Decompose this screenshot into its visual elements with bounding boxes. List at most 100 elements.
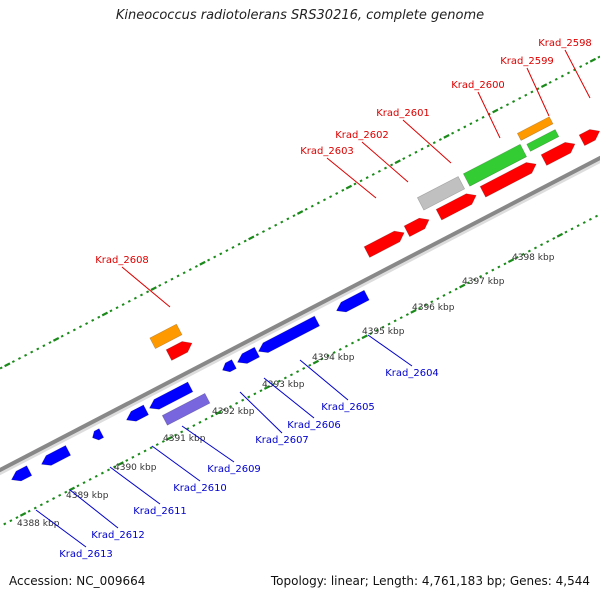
scale-major-tick xyxy=(215,410,222,416)
reverse-gene xyxy=(336,289,370,313)
callout-line xyxy=(299,359,349,401)
scale-minor-tick xyxy=(88,478,92,481)
scale-major-tick xyxy=(312,359,320,365)
scale-minor-tick xyxy=(512,100,516,103)
scale-major-tick xyxy=(4,362,11,368)
gene-label-forward: Krad_2601 xyxy=(376,108,430,119)
scale-minor-tick xyxy=(289,373,293,377)
scale-minor-tick xyxy=(479,275,483,278)
scale-label: 4394 kbp xyxy=(312,353,355,363)
rna-feature-green xyxy=(462,143,528,187)
scale-minor-tick xyxy=(448,290,452,294)
scale-minor-tick xyxy=(33,506,37,510)
scale-minor-tick xyxy=(9,519,13,523)
scale-minor-tick xyxy=(204,417,208,421)
scale-minor-tick xyxy=(302,367,306,370)
scale-minor-tick xyxy=(268,226,272,230)
scale-minor-tick xyxy=(375,328,379,332)
scale-minor-tick xyxy=(60,334,64,338)
scale-major-tick xyxy=(345,184,353,190)
gene-label-reverse: Krad_2609 xyxy=(207,464,261,475)
scale-minor-tick xyxy=(283,376,287,380)
scale-minor-tick xyxy=(235,401,239,405)
scale-major-tick xyxy=(52,337,60,342)
scale-minor-tick xyxy=(344,344,348,348)
backbone-shadow xyxy=(0,158,600,476)
scale-minor-tick xyxy=(113,465,117,469)
scale-minor-tick xyxy=(277,379,281,383)
scale-major-tick xyxy=(101,311,109,317)
scale-minor-tick xyxy=(485,271,489,275)
scale-minor-tick xyxy=(322,198,327,202)
scale-minor-tick xyxy=(329,195,333,199)
scale-minor-tick xyxy=(261,230,266,233)
forward-gene xyxy=(578,129,600,147)
scale-minor-tick xyxy=(228,405,232,408)
scale-minor-tick xyxy=(91,318,95,322)
callout-line xyxy=(361,141,409,183)
callout-line xyxy=(239,391,283,434)
rna-feature-orange xyxy=(149,323,183,350)
scale-minor-tick xyxy=(161,439,165,443)
scale-minor-tick xyxy=(174,433,178,437)
scale-label: 4396 kbp xyxy=(412,303,455,313)
scale-minor-tick xyxy=(52,497,56,500)
scale-minor-tick xyxy=(552,236,556,240)
scale-minor-tick xyxy=(64,490,68,494)
scale-minor-tick xyxy=(158,284,162,287)
callout-line xyxy=(121,266,171,308)
gene-label-reverse: Krad_2611 xyxy=(133,506,187,517)
scale-minor-tick xyxy=(530,90,534,94)
scale-minor-tick xyxy=(106,468,110,472)
reverse-gene xyxy=(258,315,321,353)
scale-minor-tick xyxy=(491,268,495,272)
scale-minor-tick xyxy=(326,354,330,358)
scale-minor-tick xyxy=(213,255,217,259)
misc-feature-purple xyxy=(161,392,211,426)
scale-minor-tick xyxy=(503,262,507,266)
callout-line xyxy=(367,334,413,367)
scale-minor-tick xyxy=(137,452,141,456)
scale-minor-tick xyxy=(82,481,86,485)
scale-minor-tick xyxy=(585,61,589,65)
scale-major-tick xyxy=(410,308,417,314)
scale-minor-tick xyxy=(131,455,135,459)
gene-label-reverse: Krad_2604 xyxy=(385,368,439,379)
scale-minor-tick xyxy=(316,201,320,205)
scale-minor-tick xyxy=(399,316,403,320)
callout-line xyxy=(69,489,119,529)
scale-minor-tick xyxy=(564,230,568,234)
scale-label: 4390 kbp xyxy=(114,463,157,473)
scale-minor-tick xyxy=(109,309,113,313)
scale-minor-tick xyxy=(420,147,424,151)
forward-gene xyxy=(540,142,576,166)
reverse-gene xyxy=(237,346,260,364)
genome-summary-text: Topology: linear; Length: 4,761,183 bp; … xyxy=(270,574,590,588)
scale-label: 4388 kbp xyxy=(17,519,60,529)
scale-major-tick xyxy=(589,57,597,63)
scale-label: 4393 kbp xyxy=(262,380,305,390)
scale-minor-tick xyxy=(438,138,442,142)
map-title: Kineococcus radiotolerans SRS30216, comp… xyxy=(115,8,485,23)
scale-minor-tick xyxy=(554,77,558,81)
scale-minor-tick xyxy=(45,500,49,504)
scale-minor-tick xyxy=(127,299,131,303)
scale-minor-tick xyxy=(548,81,552,84)
scale-minor-tick xyxy=(155,443,159,447)
scale-minor-tick xyxy=(225,249,229,253)
scale-minor-tick xyxy=(146,290,150,294)
scale-minor-tick xyxy=(30,350,34,354)
scale-minor-tick xyxy=(454,287,458,291)
scale-minor-tick xyxy=(436,297,440,301)
gene-label-forward: Krad_2602 xyxy=(335,130,389,141)
scale-minor-tick xyxy=(72,328,76,332)
scale-minor-tick xyxy=(521,252,525,256)
scale-minor-tick xyxy=(414,150,418,154)
scale-minor-tick xyxy=(546,240,550,244)
scale-minor-tick xyxy=(570,227,574,231)
scale-label: 4398 kbp xyxy=(512,253,555,263)
scale-minor-tick xyxy=(170,277,174,281)
scale-minor-tick xyxy=(36,347,40,351)
scale-minor-tick xyxy=(149,446,153,450)
